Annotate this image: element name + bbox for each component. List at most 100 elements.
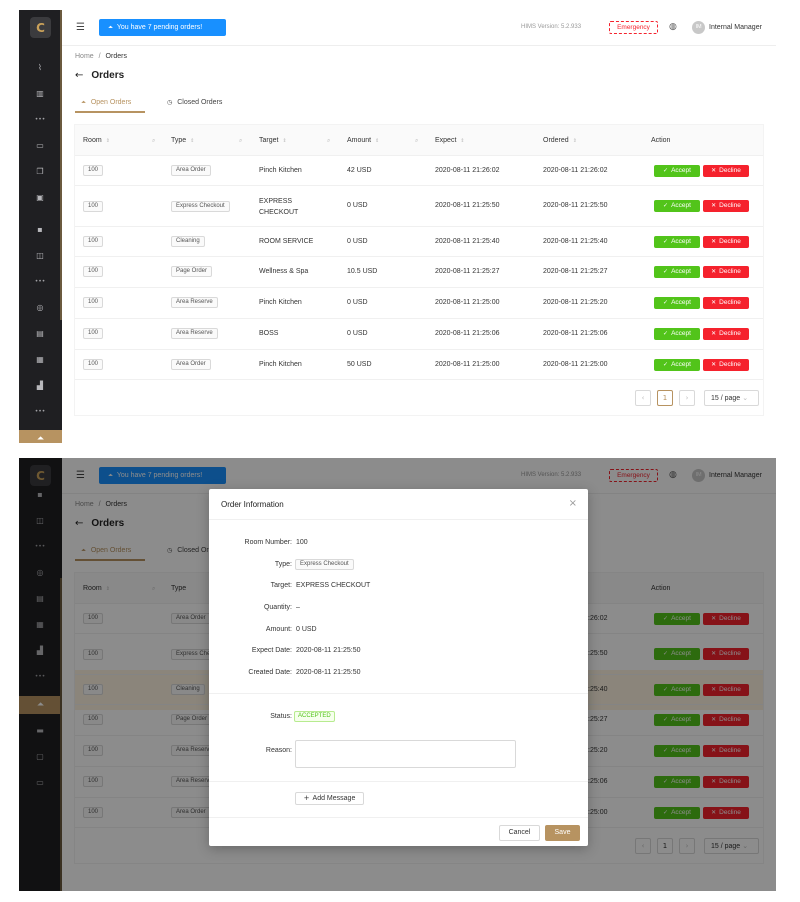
cancel-button[interactable]: Cancel [499, 825, 540, 841]
close-icon[interactable]: × [568, 498, 577, 509]
accept-button[interactable]: ✓ Accept [654, 648, 700, 660]
prev-page-button[interactable]: ‹ [635, 838, 651, 854]
menu-fold-icon[interactable]: ☰ [76, 22, 85, 33]
bar-chart-icon[interactable]: ▟ [36, 646, 44, 655]
monitor-icon[interactable]: ▭ [36, 141, 44, 150]
decline-button[interactable]: ✕ Decline [703, 236, 749, 248]
page-size-select[interactable]: 15 / page ⌄ [704, 390, 759, 406]
card-icon[interactable]: ▦ [36, 355, 44, 364]
column-ordered[interactable]: Ordered ⇕ [543, 137, 577, 144]
shop-icon[interactable]: ▤ [36, 594, 44, 603]
next-page-button[interactable]: › [679, 838, 695, 854]
sort-icon[interactable]: ⇕ [282, 138, 287, 144]
accept-button[interactable]: ✓ Accept [654, 328, 700, 340]
emergency-button[interactable]: Emergency [609, 469, 658, 482]
tab-open-orders[interactable]: ⏶ Open Orders [81, 547, 132, 554]
decline-button[interactable]: ✕ Decline [703, 328, 749, 340]
page-button[interactable]: 1 [657, 838, 673, 854]
decline-button[interactable]: ✕ Decline [703, 684, 749, 696]
accept-button[interactable]: ✓ Accept [654, 807, 700, 819]
decline-button[interactable]: ✕ Decline [703, 165, 749, 177]
column-expect[interactable]: Expect ⇕ [435, 137, 465, 144]
tab-closed-orders[interactable]: ◷ Closed Orders [167, 99, 223, 106]
chart-line-icon[interactable]: ⌇ [38, 63, 42, 72]
decline-button[interactable]: ✕ Decline [703, 776, 749, 788]
sort-icon[interactable]: ⇕ [572, 138, 577, 144]
column-type[interactable]: Type [171, 585, 187, 592]
back-arrow-icon[interactable]: ← [75, 70, 84, 81]
sidebar-item-orders[interactable]: ⏶ [19, 696, 62, 714]
sidebar-item-orders[interactable]: ⏶ [19, 430, 62, 443]
decline-button[interactable]: ✕ Decline [703, 807, 749, 819]
accept-button[interactable]: ✓ Accept [654, 776, 700, 788]
accept-button[interactable]: ✓ Accept [654, 684, 700, 696]
target-icon[interactable]: ◎ [36, 568, 44, 577]
column-amount[interactable]: Amount ⇕ ⌕ [347, 137, 419, 144]
accept-button[interactable]: ✓ Accept [654, 200, 700, 212]
sort-icon[interactable]: ⇕ [190, 138, 195, 144]
page-button[interactable]: 1 [657, 390, 673, 406]
user-name[interactable]: Internal Manager [709, 472, 762, 479]
accept-button[interactable]: ✓ Accept [654, 236, 700, 248]
sidebar-scrollbar[interactable] [60, 10, 62, 320]
accept-button[interactable]: ✓ Accept [654, 359, 700, 371]
book-icon[interactable]: ◫ [36, 516, 44, 525]
decline-button[interactable]: ✕ Decline [703, 745, 749, 757]
column-type[interactable]: Type ⇕ ⌕ [171, 137, 243, 144]
column-room[interactable]: Room ⇕ ⌕ [83, 137, 156, 144]
decline-button[interactable]: ✕ Decline [703, 648, 749, 660]
decline-button[interactable]: ✕ Decline [703, 613, 749, 625]
bed-icon[interactable]: ▬ [36, 726, 44, 735]
accept-button[interactable]: ✓ Accept [654, 297, 700, 309]
sidebar-scrollbar[interactable] [60, 578, 62, 891]
media-icon[interactable]: ▣ [36, 193, 44, 202]
sort-icon[interactable]: ⇕ [105, 138, 110, 144]
search-icon[interactable]: ⌕ [239, 137, 243, 144]
decline-button[interactable]: ✕ Decline [703, 297, 749, 309]
add-message-button[interactable]: + Add Message [295, 792, 364, 805]
decline-button[interactable]: ✕ Decline [703, 200, 749, 212]
next-page-button[interactable]: › [679, 390, 695, 406]
accept-button[interactable]: ✓ Accept [654, 745, 700, 757]
card-icon[interactable]: ▦ [36, 620, 44, 629]
breadcrumb-home[interactable]: Home [75, 53, 94, 60]
search-icon[interactable]: ⌕ [152, 137, 156, 144]
column-room[interactable]: Room ⇕ ⌕ [83, 585, 156, 592]
decline-button[interactable]: ✕ Decline [703, 266, 749, 278]
decline-button[interactable]: ✕ Decline [703, 359, 749, 371]
accept-button[interactable]: ✓ Accept [654, 165, 700, 177]
target-icon[interactable]: ◎ [36, 303, 44, 312]
tab-closed-orders[interactable]: ◷ Closed Orders [167, 547, 223, 554]
avatar[interactable]: IM [692, 21, 705, 34]
accept-button[interactable]: ✓ Accept [654, 613, 700, 625]
sort-icon[interactable]: ⇕ [375, 138, 380, 144]
save-icon[interactable]: ▪ [37, 225, 43, 234]
back-arrow-icon[interactable]: ← [75, 518, 84, 529]
prev-page-button[interactable]: ‹ [635, 390, 651, 406]
sort-icon[interactable]: ⇕ [105, 586, 110, 592]
pending-orders-button[interactable]: ⏶ You have 7 pending orders! [99, 19, 226, 36]
search-icon[interactable]: ⌕ [152, 585, 156, 592]
page-size-select[interactable]: 15 / page ⌄ [704, 838, 759, 854]
save-button[interactable]: Save [545, 825, 580, 841]
calendar-icon[interactable]: ▢ [36, 752, 44, 761]
barcode-icon[interactable]: ▥ [36, 89, 44, 98]
globe-icon[interactable]: ◍ [669, 470, 677, 480]
accept-button[interactable]: ✓ Accept [654, 714, 700, 726]
reason-textarea[interactable] [295, 740, 516, 768]
breadcrumb-home[interactable]: Home [75, 501, 94, 508]
globe-icon[interactable]: ◍ [669, 22, 677, 32]
pending-orders-button[interactable]: ⏶ You have 7 pending orders! [99, 467, 226, 484]
user-name[interactable]: Internal Manager [709, 24, 762, 31]
book-icon[interactable]: ◫ [36, 251, 44, 260]
shop-icon[interactable]: ▤ [36, 329, 44, 338]
emergency-button[interactable]: Emergency [609, 21, 658, 34]
decline-button[interactable]: ✕ Decline [703, 714, 749, 726]
bar-chart-icon[interactable]: ▟ [36, 381, 44, 390]
search-icon[interactable]: ⌕ [415, 137, 419, 144]
copy-icon[interactable]: ❐ [36, 167, 44, 176]
tab-open-orders[interactable]: ⏶ Open Orders [81, 99, 132, 106]
avatar[interactable]: IM [692, 469, 705, 482]
menu-fold-icon[interactable]: ☰ [76, 470, 85, 481]
column-target[interactable]: Target ⇕ ⌕ [259, 137, 331, 144]
